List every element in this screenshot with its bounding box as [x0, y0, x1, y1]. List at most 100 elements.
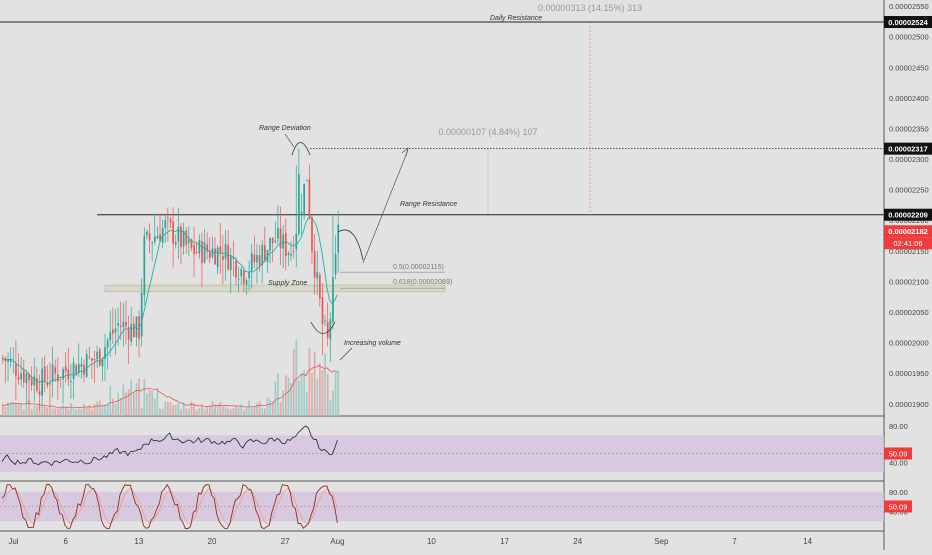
volume-bar — [282, 390, 285, 416]
candle-body — [43, 366, 46, 382]
fib-05-label: 0.5(0.00002115) — [393, 264, 444, 271]
candle-body — [51, 364, 54, 382]
volume-bar — [140, 407, 143, 416]
rsi-line — [1, 425, 338, 467]
moving-average — [1, 217, 338, 384]
y-tick-label: 0.00002350 — [889, 124, 929, 133]
candle-body — [80, 364, 83, 367]
volume-bar — [180, 409, 182, 416]
volume-bar — [316, 378, 319, 416]
candle-body — [182, 230, 185, 247]
x-tick-label: Aug — [330, 537, 344, 546]
volume-bar — [109, 385, 112, 416]
candle-body — [243, 270, 245, 284]
rsi-tick: 40.00 — [889, 459, 908, 468]
x-tick-label: 17 — [500, 537, 509, 546]
measure-label-target: 0.00000107 (4.84%) 107 — [438, 127, 537, 137]
candle-body — [112, 329, 114, 334]
volume-bar — [201, 403, 203, 416]
candle-body — [169, 218, 172, 223]
x-tick-label: 6 — [63, 537, 68, 546]
candle-body — [57, 374, 59, 382]
candle-body — [326, 321, 329, 338]
volume-bar — [321, 370, 324, 416]
volume-bar — [59, 407, 62, 416]
volume-bar — [22, 409, 25, 416]
candle-body — [30, 377, 33, 385]
candle-body — [72, 362, 75, 379]
volume-bar — [245, 407, 248, 416]
volume-bar — [96, 401, 99, 416]
price-label-bg — [884, 208, 932, 221]
rsi-tick: 80.00 — [889, 422, 908, 431]
volume-bar — [216, 404, 219, 416]
volume-bar — [17, 403, 20, 416]
price-label-bg — [884, 16, 932, 29]
candle-body — [287, 253, 290, 256]
y-tick-label: 0.00002400 — [889, 94, 929, 103]
volume-bar — [326, 373, 329, 416]
candle-body — [334, 254, 337, 275]
volume-bar — [156, 387, 159, 416]
volume-bar — [91, 409, 93, 416]
volume-bar — [172, 405, 174, 416]
volume-bar — [138, 378, 140, 416]
volume-bar — [143, 379, 146, 416]
volume-bar — [169, 401, 172, 416]
price-axis: 0.00002550 0.00002500 0.00002450 0.00002400… — [889, 2, 929, 409]
candle-body — [279, 228, 282, 249]
candle-body — [2, 357, 4, 359]
stoch-d-line — [1, 487, 338, 526]
price-labels: 0.00002524 0.00002317 0.00002209 0.00002182… — [884, 16, 932, 250]
volume-bar — [224, 407, 227, 416]
volume-bar — [12, 401, 15, 416]
volume-bar — [146, 393, 148, 416]
volume-bar — [258, 401, 261, 416]
volume-bar — [188, 408, 190, 416]
volume-bar — [36, 405, 38, 416]
candle-body — [164, 219, 167, 228]
volume-bar — [248, 400, 250, 416]
candle-body — [206, 244, 209, 252]
volume-bar — [164, 401, 167, 416]
price-label-text: 0.00002524 — [888, 18, 928, 27]
candle-body — [324, 320, 326, 322]
horizontal-lines — [0, 21, 884, 216]
volume-bar — [54, 408, 57, 416]
candle-body — [316, 272, 319, 279]
volume-bar — [153, 398, 156, 416]
projection-curve — [337, 229, 364, 261]
candle-body — [250, 253, 253, 271]
volume-bar — [250, 406, 253, 416]
candle-body — [91, 358, 93, 361]
volume-bar — [117, 392, 119, 416]
candle-body — [195, 251, 198, 253]
volume-bar — [127, 389, 130, 416]
candle-body — [114, 328, 117, 333]
volume-bar — [112, 398, 114, 416]
candle-body — [28, 374, 30, 381]
candle-body — [321, 297, 324, 325]
projection-arrow-head — [401, 147, 409, 157]
candle-body — [219, 246, 222, 253]
candle-body — [319, 275, 321, 299]
candle-body — [284, 232, 287, 256]
volume-bar — [77, 408, 80, 416]
candle-body — [25, 373, 28, 384]
x-tick-label: 20 — [208, 537, 217, 546]
volume-bar — [277, 373, 279, 416]
volume-bar — [274, 381, 277, 416]
volume-bar — [253, 405, 256, 416]
volume-bar — [206, 406, 209, 416]
volume-bar — [57, 408, 59, 416]
candle-body — [101, 358, 104, 367]
y-tick-label: 0.00002050 — [889, 308, 929, 317]
volume-bar — [67, 408, 70, 416]
volume-ma-line — [1, 364, 338, 408]
volume-ma — [1, 364, 338, 408]
volume-bar — [106, 403, 109, 416]
candle-body — [88, 356, 91, 358]
